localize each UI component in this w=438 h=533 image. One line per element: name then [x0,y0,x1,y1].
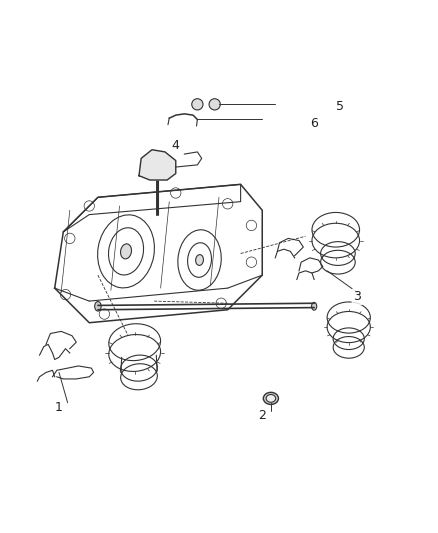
Text: 6: 6 [310,117,318,130]
Ellipse shape [95,302,101,311]
Ellipse shape [263,392,279,405]
Text: 1: 1 [55,400,63,414]
Ellipse shape [196,255,203,265]
Polygon shape [139,150,176,180]
Text: 3: 3 [353,290,361,303]
Ellipse shape [266,394,276,402]
Circle shape [192,99,203,110]
Circle shape [209,99,220,110]
Ellipse shape [311,302,317,310]
Text: 5: 5 [336,100,344,113]
Text: 2: 2 [258,409,266,422]
Text: 4: 4 [172,139,180,152]
Ellipse shape [120,244,131,259]
